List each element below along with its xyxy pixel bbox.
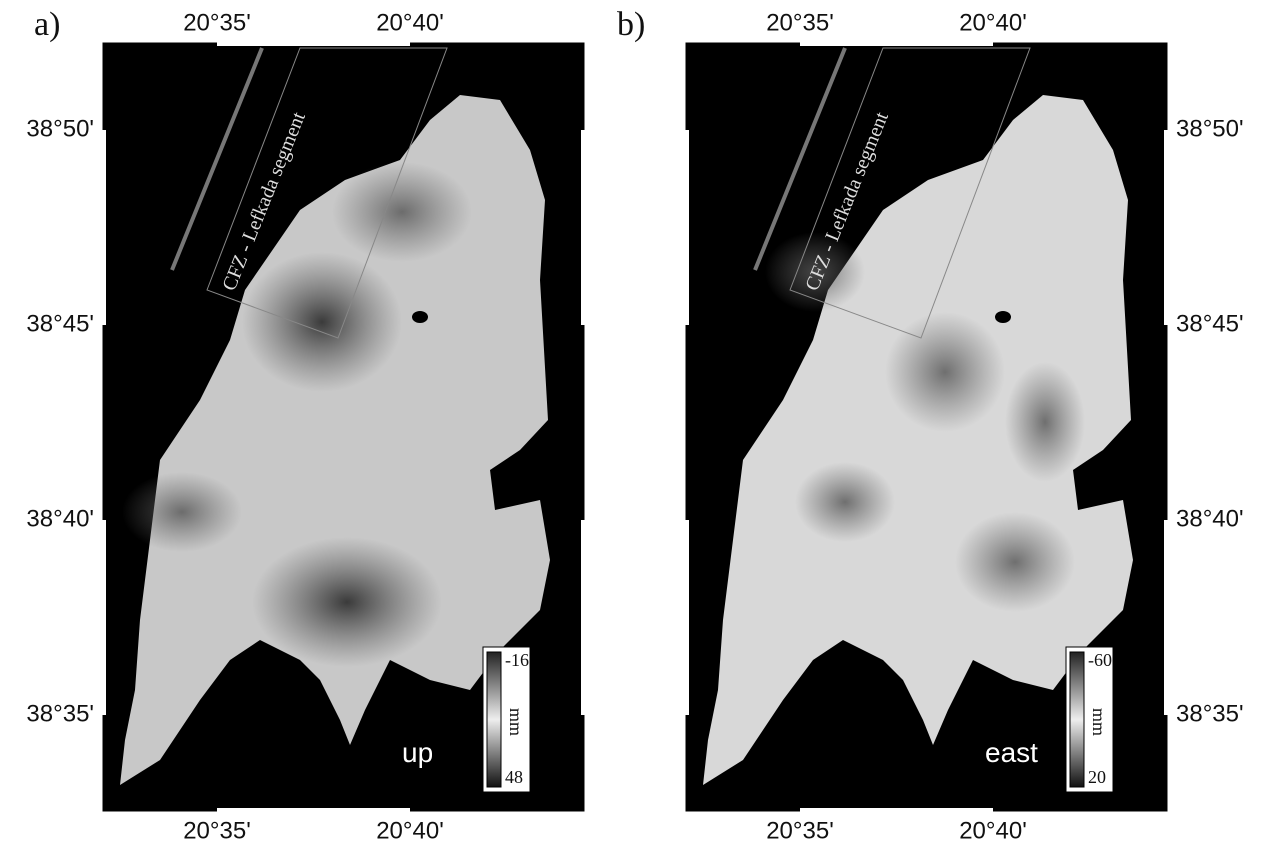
colorbar-bottom: 48 <box>505 767 523 787</box>
lat-tick: 38°50' <box>1176 115 1244 142</box>
frame-scale-top <box>217 42 410 46</box>
figure: CFZ - Lefkada segmentup-16mm48a)20°35'20… <box>0 0 1273 852</box>
lat-tick: 38°40' <box>26 505 94 532</box>
frame-scale-left2 <box>102 520 106 715</box>
frame-scale-bottom <box>800 808 993 812</box>
frame-scale-right <box>581 130 585 325</box>
page: {"panels": [ {"label": "a)", "top_ticks"… <box>0 0 1273 852</box>
lon-tick-bottom: 20°40' <box>959 817 1027 844</box>
colorbar-top: -60 <box>1088 650 1112 670</box>
lake <box>412 311 428 323</box>
colorbar <box>1070 652 1084 787</box>
deformation-patch <box>955 512 1075 612</box>
lat-tick: 38°35' <box>26 700 94 727</box>
lat-tick: 38°35' <box>1176 700 1244 727</box>
deformation-patch <box>885 312 1005 432</box>
frame-scale-right2 <box>1164 520 1168 715</box>
colorbar-bottom: 20 <box>1088 767 1106 787</box>
lon-tick-top: 20°35' <box>766 9 834 36</box>
lat-tick: 38°50' <box>26 115 94 142</box>
colorbar <box>487 652 501 787</box>
frame-scale-left <box>685 130 689 325</box>
lon-tick-bottom: 20°40' <box>376 817 444 844</box>
deformation-patch <box>332 162 472 262</box>
lon-tick-bottom: 20°35' <box>766 817 834 844</box>
lon-tick-bottom: 20°35' <box>183 817 251 844</box>
colorbar-unit: mm <box>1089 708 1109 736</box>
deformation-patch <box>1005 362 1085 482</box>
frame-scale-right2 <box>581 520 585 715</box>
frame-scale-left2 <box>685 520 689 715</box>
lat-tick: 38°45' <box>1176 310 1244 337</box>
component-label: up <box>402 737 433 768</box>
colorbar-top: -16 <box>505 650 529 670</box>
deformation-patch <box>122 472 242 552</box>
panel-label: a) <box>34 6 60 43</box>
deformation-patch <box>242 252 402 392</box>
frame-scale-right <box>1164 130 1168 325</box>
component-label: east <box>985 737 1038 768</box>
frame-scale-bottom <box>217 808 410 812</box>
lon-tick-top: 20°40' <box>376 9 444 36</box>
colorbar-unit: mm <box>506 708 526 736</box>
deformation-patch <box>252 537 442 667</box>
frame-scale-left <box>102 130 106 325</box>
lat-tick: 38°40' <box>1176 505 1244 532</box>
lake <box>995 311 1011 323</box>
lat-tick: 38°45' <box>26 310 94 337</box>
lon-tick-top: 20°40' <box>959 9 1027 36</box>
panel-label: b) <box>617 6 645 43</box>
frame-scale-top <box>800 42 993 46</box>
lon-tick-top: 20°35' <box>183 9 251 36</box>
deformation-patch <box>795 462 895 542</box>
